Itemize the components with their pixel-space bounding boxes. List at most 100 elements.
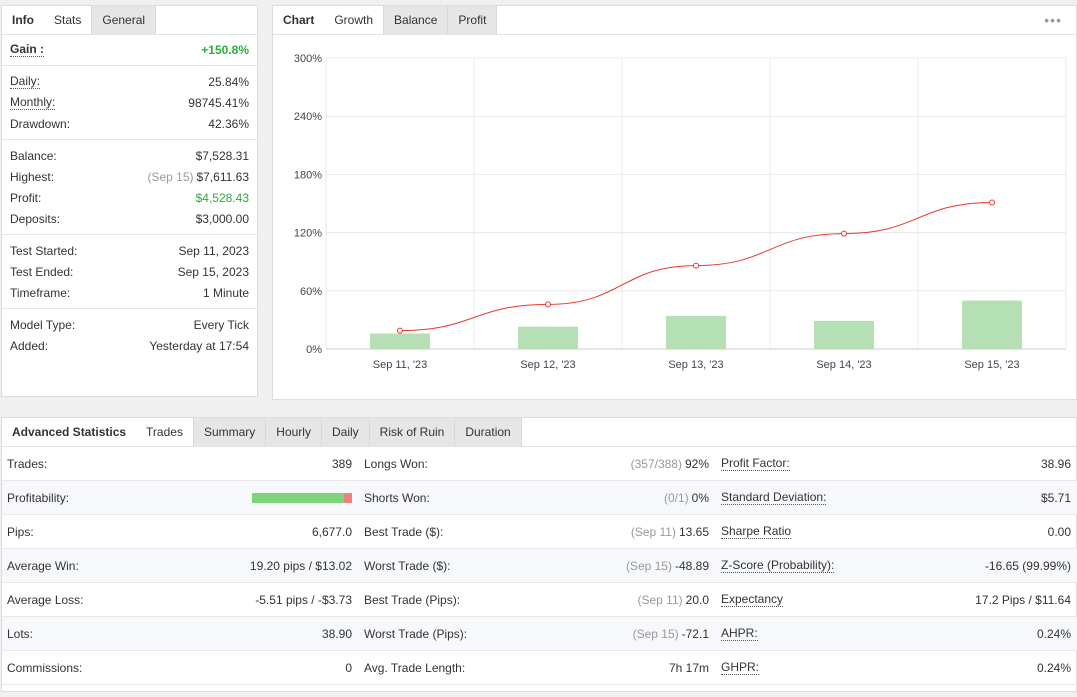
tab-advanced-statistics[interactable]: Advanced Statistics <box>2 418 137 446</box>
stat-value-wrap: 38.96 <box>1041 457 1071 471</box>
stat-value-wrap: (Sep 11) 20.0 <box>638 593 710 607</box>
stat-value-note: (Sep 15) <box>625 558 672 573</box>
stat-value-note: (Sep 11) <box>637 592 683 607</box>
stat-average-win: Average Win: 19.20 pips / $13.02 <box>2 549 359 583</box>
stat-value: 19.20 pips / $13.02 <box>249 558 352 573</box>
tab-hourly[interactable]: Hourly <box>266 418 322 446</box>
info-row-balance: Balance: $7,528.31 <box>2 145 257 166</box>
stat-value-wrap: 0.24% <box>1037 661 1071 675</box>
advanced-stats-grid: Trades: 389 Longs Won: (357/388) 92% Profit F… <box>2 447 1077 685</box>
bar-0[interactable] <box>370 333 430 349</box>
info-value-wrap: 42.36% <box>208 117 249 131</box>
info-row-profit: Profit: $4,528.43 <box>2 187 257 208</box>
info-row-highest: Highest: (Sep 15) $7,611.63 <box>2 166 257 187</box>
info-value: 25.84% <box>208 74 249 89</box>
stat-value: 92% <box>684 456 709 471</box>
growth-point-0[interactable] <box>397 327 403 334</box>
bar-2[interactable] <box>666 316 726 349</box>
stat-value-wrap: (Sep 15) -48.89 <box>626 559 709 573</box>
stat-label[interactable]: Z-Score (Probability): <box>721 558 835 573</box>
stat-label: Trades: <box>7 456 48 471</box>
info-value: Sep 11, 2023 <box>178 243 249 258</box>
tab-general[interactable]: General <box>92 6 157 34</box>
stat-value: -16.65 (99.99%) <box>984 558 1071 573</box>
growth-point-3[interactable] <box>841 230 847 237</box>
stat-profitability: Profitability: <box>2 481 359 515</box>
stat-value: 0.00 <box>1047 524 1071 539</box>
stat-value-wrap: 0 <box>345 661 352 675</box>
tab-summary[interactable]: Summary <box>193 418 267 446</box>
stat-label: Best Trade (Pips): <box>364 592 461 607</box>
stat-label[interactable]: Sharpe Ratio <box>721 524 792 539</box>
stat-value: 38.90 <box>321 626 352 641</box>
stat-commissions: Commissions: 0 <box>2 651 359 685</box>
growth-chart: 0% 60% 120% 180% 240% 300% Sep 11, '23 Sep 12, … <box>294 53 1067 371</box>
stat-z-score-probability: Z-Score (Probability): -16.65 (99.99%) <box>716 549 1077 583</box>
info-value: $3,000.00 <box>195 211 249 226</box>
growth-point-1[interactable] <box>545 301 551 308</box>
stat-value-wrap: 7h 17m <box>669 661 709 675</box>
growth-point-2[interactable] <box>693 262 699 269</box>
info-value-wrap: Yesterday at 17:54 <box>149 339 249 353</box>
info-row-timeframe: Timeframe: 1 Minute <box>2 282 257 303</box>
stat-value: 0% <box>691 490 709 505</box>
more-menu-icon[interactable]: ••• <box>1044 12 1062 28</box>
stat-avg-trade-length: Avg. Trade Length: 7h 17m <box>359 651 716 685</box>
tab-risk-of-ruin[interactable]: Risk of Ruin <box>369 418 456 446</box>
info-value: 42.36% <box>208 116 249 131</box>
y-tick-label: 240% <box>294 111 322 123</box>
info-label: Test Started: <box>10 243 78 258</box>
tab-stats[interactable]: Stats <box>44 6 93 34</box>
stat-label: Shorts Won: <box>364 490 430 505</box>
tab-growth[interactable]: Growth <box>324 6 385 34</box>
info-label: Test Ended: <box>10 264 74 279</box>
growth-point-4[interactable] <box>989 199 995 206</box>
x-tick-label: Sep 15, '23 <box>964 359 1019 371</box>
info-row-daily: Daily: 25.84% <box>2 71 257 92</box>
stat-value-note: (Sep 15) <box>632 626 679 641</box>
stat-label[interactable]: Expectancy <box>721 592 784 607</box>
bar-4[interactable] <box>962 300 1022 350</box>
stat-label: Worst Trade ($): <box>364 558 451 573</box>
bar-3[interactable] <box>814 320 874 349</box>
stat-label: Average Loss: <box>7 592 84 607</box>
tab-duration[interactable]: Duration <box>455 418 522 446</box>
gain-value: +150.8% <box>201 42 249 57</box>
tab-chart[interactable]: Chart <box>273 6 325 34</box>
stat-value: 17.2 Pips / $11.64 <box>975 592 1071 607</box>
tab-daily[interactable]: Daily <box>321 418 370 446</box>
gain-label[interactable]: Gain : <box>10 42 45 57</box>
info-row-drawdown: Drawdown: 42.36% <box>2 113 257 134</box>
tab-info[interactable]: Info <box>2 6 44 34</box>
info-value-wrap: Every Tick <box>194 318 249 332</box>
stat-label[interactable]: Profit Factor: <box>721 456 790 471</box>
info-value-wrap: 98745.41% <box>188 96 249 110</box>
stat-value-wrap: (0/1) 0% <box>664 491 709 505</box>
stat-trades: Trades: 389 <box>2 447 359 481</box>
bar-1[interactable] <box>518 326 578 349</box>
info-label: Balance: <box>10 148 57 163</box>
stat-standard-deviation: Standard Deviation: $5.71 <box>716 481 1077 515</box>
stat-label[interactable]: AHPR: <box>721 626 758 641</box>
gain-row: Gain : +150.8% <box>2 39 257 60</box>
info-value: 98745.41% <box>188 95 249 110</box>
stat-value: 6,677.0 <box>311 524 352 539</box>
info-value-wrap: $3,000.00 <box>196 212 249 226</box>
profitability-bar <box>252 493 352 504</box>
stat-value-wrap: 38.90 <box>322 627 352 641</box>
stat-value-wrap <box>252 491 352 505</box>
info-row-added: Added: Yesterday at 17:54 <box>2 335 257 356</box>
info-value: 1 Minute <box>202 285 249 300</box>
stat-label[interactable]: GHPR: <box>721 660 760 675</box>
stat-label: Pips: <box>7 524 34 539</box>
tab-balance[interactable]: Balance <box>384 6 449 34</box>
stat-label: Lots: <box>7 626 34 641</box>
tab-trades[interactable]: Trades <box>136 418 194 446</box>
stat-label: Average Win: <box>7 558 79 573</box>
info-label: Deposits: <box>10 211 61 226</box>
stat-label[interactable]: Standard Deviation: <box>721 490 827 505</box>
info-label: Profit: <box>10 190 42 205</box>
tab-profit[interactable]: Profit <box>448 6 498 34</box>
stat-value-wrap: 19.20 pips / $13.02 <box>250 559 352 573</box>
stat-value-wrap: 389 <box>332 457 352 471</box>
